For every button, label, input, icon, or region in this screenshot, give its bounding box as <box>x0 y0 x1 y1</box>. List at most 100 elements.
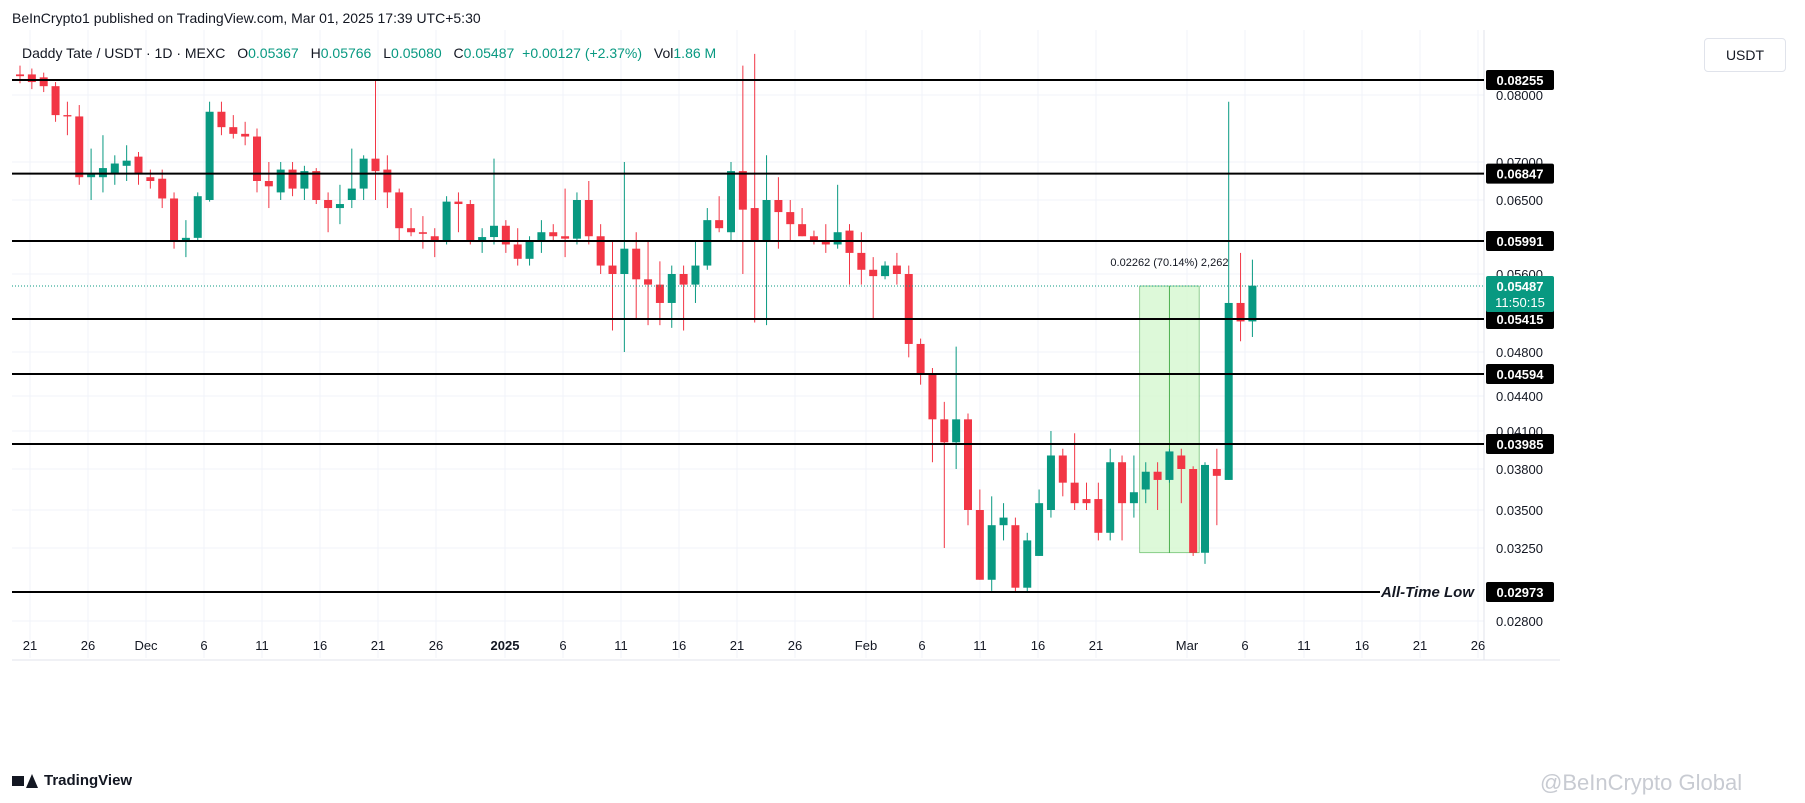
y-tick-label: 0.08000 <box>1496 88 1543 103</box>
candle-body <box>1023 540 1032 588</box>
candle-body <box>632 248 641 280</box>
level-badge <box>1486 582 1554 602</box>
low-label: L <box>383 45 392 61</box>
candle-body <box>1189 469 1198 553</box>
candle-body <box>952 419 961 443</box>
x-tick-label: 21 <box>730 638 744 653</box>
y-tick-label: 0.04800 <box>1496 345 1543 360</box>
y-tick-label: 0.03800 <box>1496 462 1543 477</box>
candle-body <box>561 236 570 239</box>
candle-body <box>146 177 155 181</box>
candle-body <box>881 265 890 277</box>
candle-body <box>63 115 72 117</box>
y-tick-label: 0.03500 <box>1496 503 1543 518</box>
all-time-low-label: All-Time Low <box>1380 584 1475 601</box>
measure-tool: 0.02262 (70.14%) 2,262 <box>1110 257 1228 554</box>
low-value: 0.05080 <box>391 45 442 61</box>
x-tick-label: 6 <box>200 638 207 653</box>
candle-body <box>407 228 416 233</box>
candle-body <box>1224 302 1233 480</box>
candle-body <box>253 136 261 181</box>
candle-body <box>122 160 131 166</box>
candle-body <box>928 373 937 420</box>
x-tick-label: Mar <box>1176 638 1199 653</box>
candle-body <box>264 181 273 187</box>
candle-body <box>300 171 309 189</box>
candle-body <box>1106 462 1115 533</box>
change-value: +0.00127 (+2.37%) <box>522 45 643 61</box>
y-tick-label: 0.06500 <box>1496 193 1543 208</box>
open-label: O <box>237 45 249 61</box>
x-tick-label: 26 <box>429 638 443 653</box>
candle-body <box>916 343 925 374</box>
y-tick-label: 0.03250 <box>1496 541 1543 556</box>
candle-body <box>51 86 60 116</box>
y-tick-label: 0.04400 <box>1496 389 1543 404</box>
candle-body <box>798 224 807 237</box>
watermark: @BeInCrypto Global <box>1540 770 1743 795</box>
symbol-name: Daddy Tate / USDT · 1D · MEXC <box>22 45 226 61</box>
level-badge-label: 0.03985 <box>1497 437 1544 452</box>
candle-body <box>1201 464 1209 553</box>
candle-body <box>1248 285 1257 322</box>
candle-body <box>584 200 593 237</box>
x-tick-label: 26 <box>81 638 95 653</box>
candle-body <box>1236 302 1245 322</box>
currency-button[interactable]: USDT <box>1704 38 1786 72</box>
x-tick-label: 6 <box>1241 638 1248 653</box>
candle-body <box>1070 482 1079 504</box>
candle-body <box>229 127 238 134</box>
high-value: 0.05766 <box>320 45 372 61</box>
candle-body <box>572 200 581 239</box>
candle-body <box>715 220 724 229</box>
candle-body <box>679 274 688 285</box>
x-tick-label: 21 <box>1089 638 1103 653</box>
level-badge <box>1486 309 1554 329</box>
level-badge-label: 0.02973 <box>1497 585 1544 600</box>
tradingview-logo[interactable]: TradingView <box>12 772 132 789</box>
x-tick-label: 16 <box>313 638 327 653</box>
level-badge-label: 0.06847 <box>1497 167 1544 182</box>
candle-body <box>869 269 878 277</box>
candle-body <box>181 237 190 241</box>
candle-body <box>774 200 783 213</box>
candle-body <box>27 74 36 83</box>
x-tick-label: 11 <box>255 638 269 653</box>
x-tick-label: 6 <box>918 638 925 653</box>
current-price-badge <box>1486 276 1554 312</box>
high-label: H <box>310 45 321 61</box>
candle-body <box>1082 499 1091 504</box>
volume-value: 1.86 M <box>673 45 717 61</box>
x-tick-label: 16 <box>672 638 686 653</box>
x-tick-label: 26 <box>1471 638 1485 653</box>
candle-body <box>738 171 747 210</box>
candle-body <box>821 240 830 245</box>
level-badge-label: 0.04594 <box>1497 367 1545 382</box>
x-tick-label: 11 <box>614 638 628 653</box>
y-tick-label: 0.02800 <box>1496 614 1543 629</box>
candle-body <box>442 201 451 241</box>
close-label: C <box>453 45 464 61</box>
tradingview-icon <box>12 773 38 788</box>
candle-body <box>1011 525 1020 588</box>
candle-body <box>549 232 558 237</box>
level-badge <box>1486 434 1554 454</box>
x-tick-label: 21 <box>371 638 385 653</box>
candle-body <box>87 173 96 178</box>
candle-body <box>620 248 629 274</box>
x-tick-label: 21 <box>23 638 37 653</box>
candle-body <box>727 171 735 233</box>
level-lines: All-Time Low <box>12 79 1484 601</box>
x-tick-label: 2025 <box>491 638 520 653</box>
candle-body <box>1035 503 1044 556</box>
candle-body <box>75 116 84 178</box>
candle-body <box>1141 471 1150 490</box>
time-axis: 21 26 Dec 6 11 16 21 26 2025 6 11 16 21 26 Feb 6 11 16 21 M… <box>23 638 1485 653</box>
candle-body <box>975 510 984 580</box>
candle-body <box>667 274 676 303</box>
candle-body <box>395 192 404 229</box>
candle-body <box>703 220 712 266</box>
candle-body <box>288 169 297 189</box>
candle-body <box>608 265 617 274</box>
